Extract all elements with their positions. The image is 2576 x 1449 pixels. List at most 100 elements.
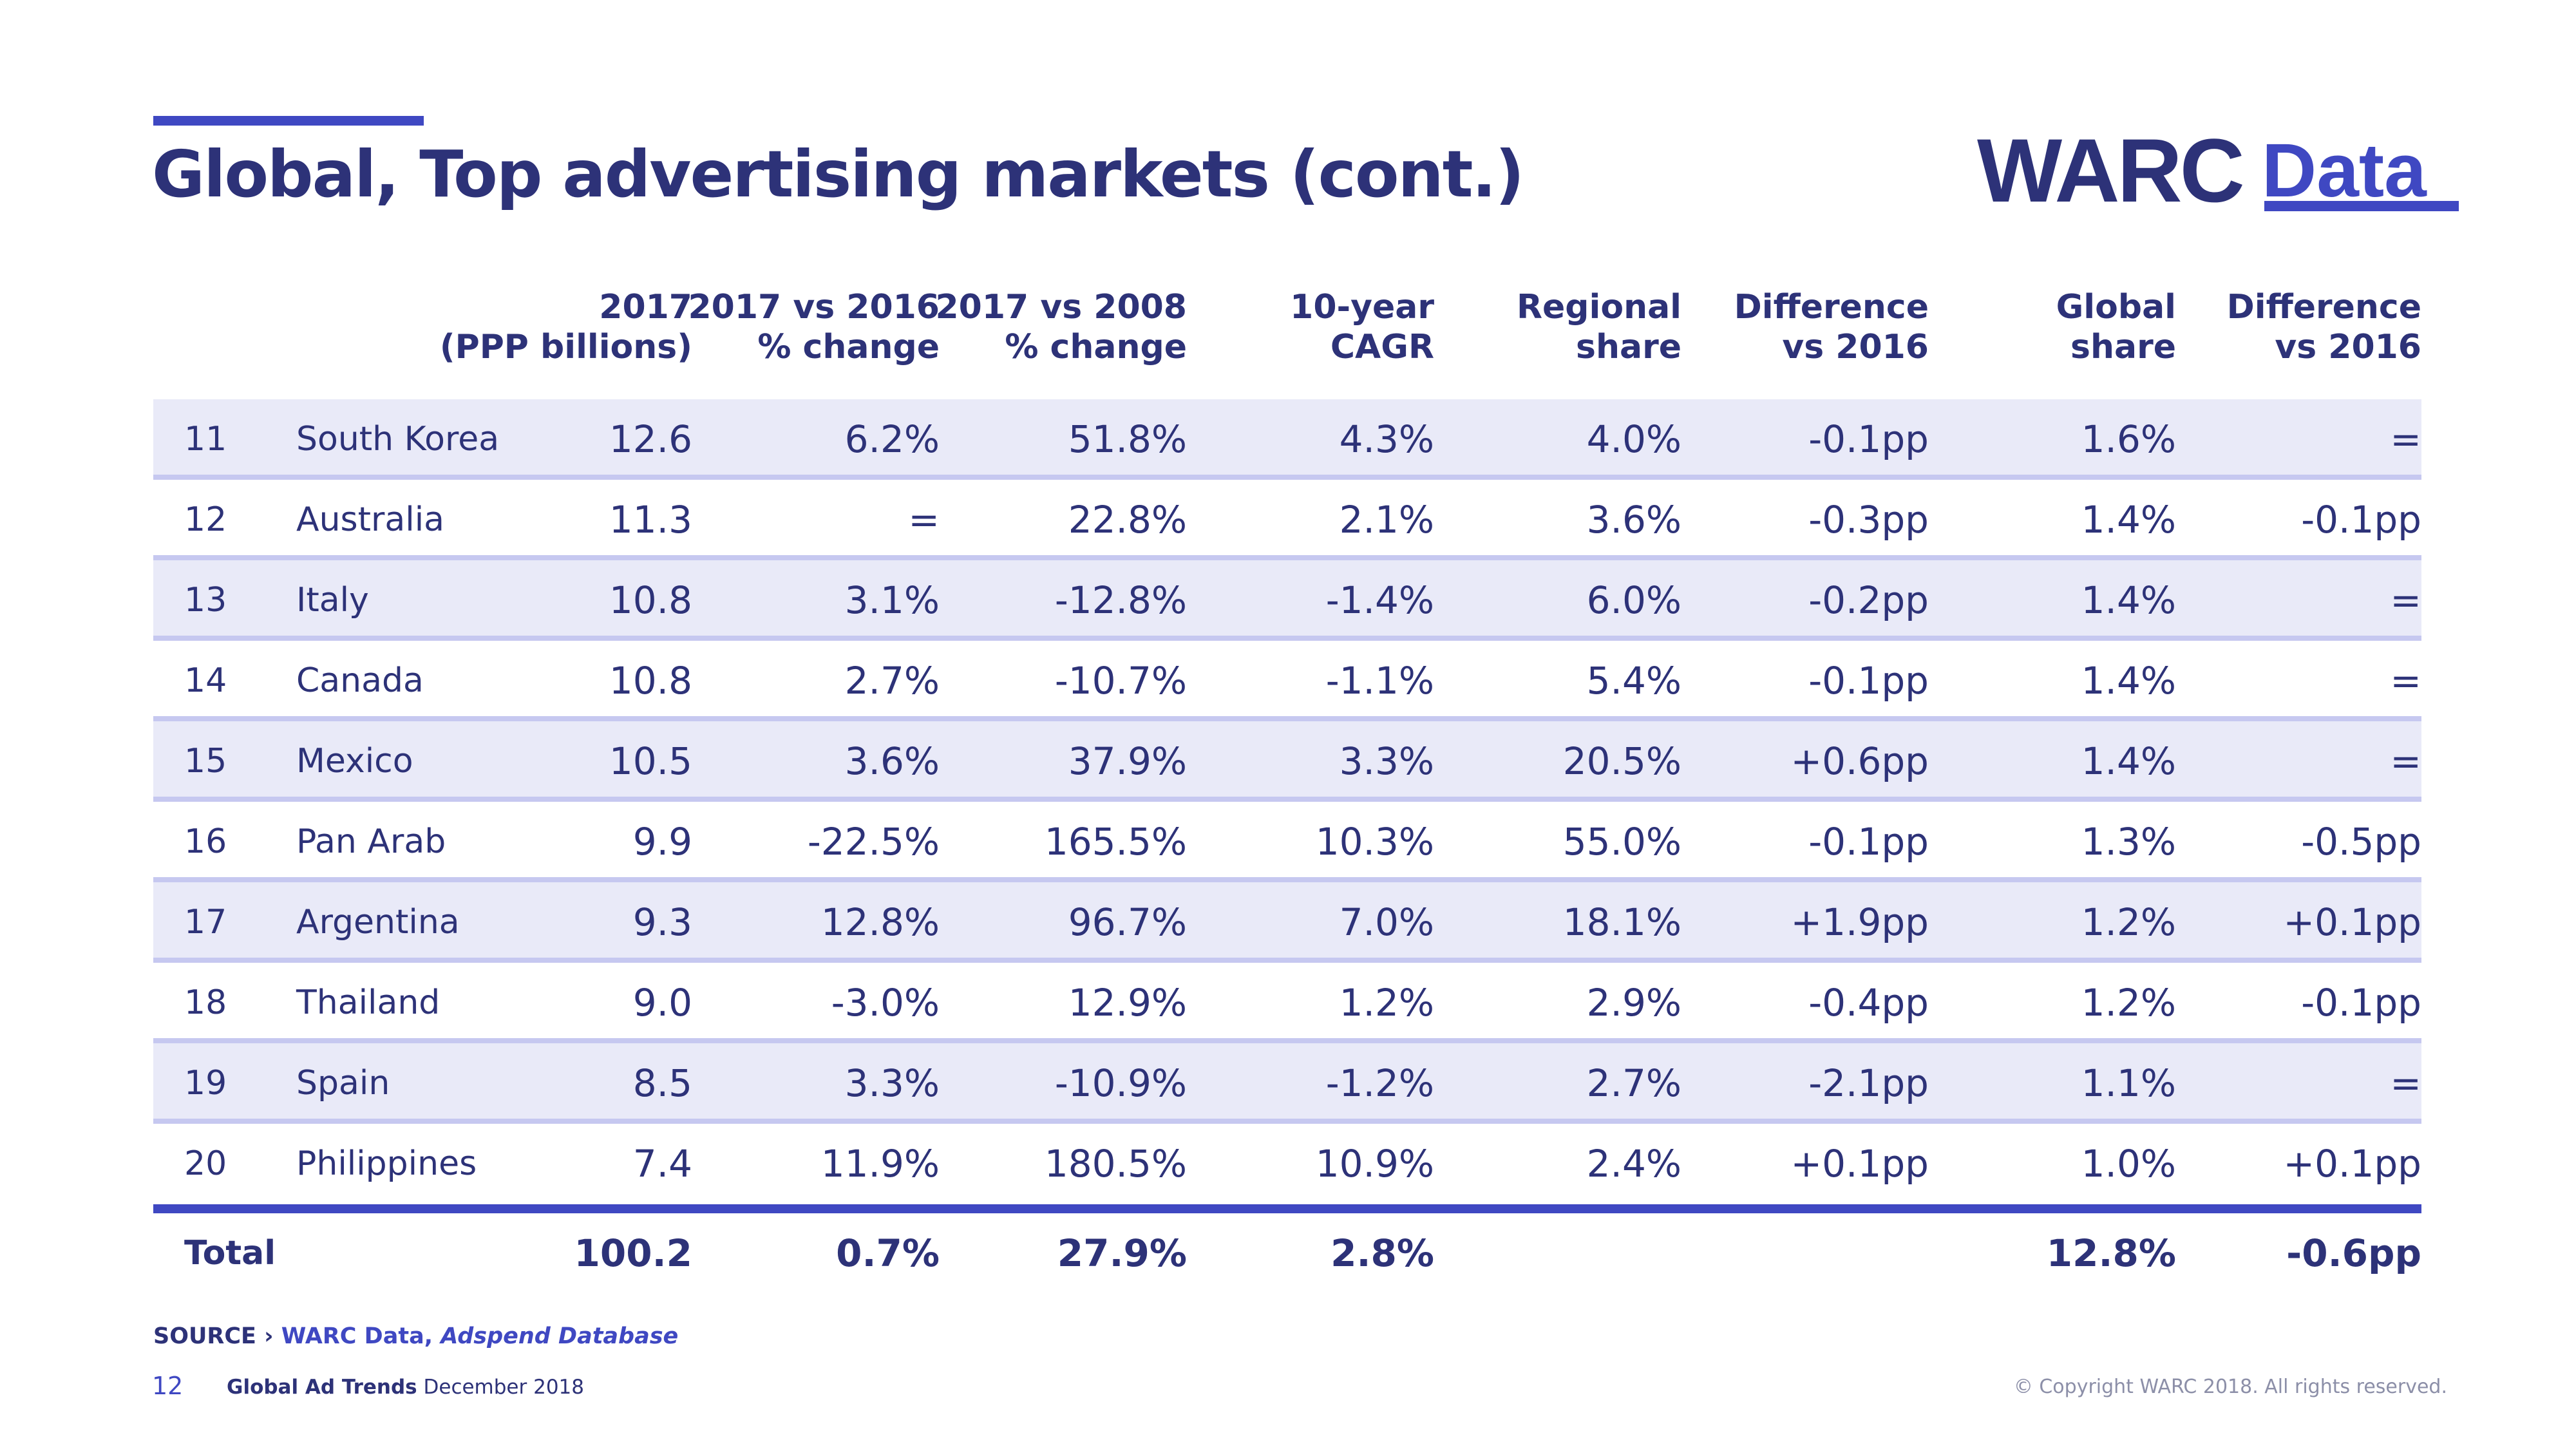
table-row: 13 Italy 10.8 3.1% -12.8% -1.4% 6.0% -0.2pp 1.4%… xyxy=(153,560,2421,641)
column-header-line1: 2017 vs 2008 xyxy=(935,288,1187,327)
value-cell: 1.4% xyxy=(2081,739,2176,783)
column-header-line2: share xyxy=(1576,328,1681,366)
value-cell: 10.8 xyxy=(609,659,692,703)
column-header: Difference vs 2016 xyxy=(2227,287,2421,367)
value-cell: 3.3% xyxy=(844,1061,940,1105)
value-cell: 1.1% xyxy=(2081,1061,2176,1105)
row-separator xyxy=(153,636,2421,641)
value-cell: 7.4 xyxy=(632,1142,692,1186)
value-cell: -22.5% xyxy=(807,820,940,864)
value-cell: -0.5pp xyxy=(2301,820,2421,864)
value-cell: -0.1pp xyxy=(1808,659,1929,703)
column-header-line2: vs 2016 xyxy=(2275,328,2421,366)
column-header-line2: % change xyxy=(757,328,940,366)
column-header-line2: share xyxy=(2070,328,2176,366)
value-cell: 165.5% xyxy=(1044,820,1187,864)
column-header-line1: Global xyxy=(2056,288,2176,327)
rank-cell: 20 xyxy=(184,1144,227,1183)
value-cell: -1.1% xyxy=(1325,659,1434,703)
row-separator xyxy=(153,555,2421,560)
value-cell: 10.8 xyxy=(609,578,692,622)
total-divider xyxy=(153,1204,2421,1213)
value-cell: 7.0% xyxy=(1339,900,1434,944)
value-cell: 9.0 xyxy=(632,981,692,1025)
value-cell: 11.3 xyxy=(609,498,692,542)
value-cell: -0.4pp xyxy=(1808,981,1929,1025)
value-cell: 1.2% xyxy=(2081,981,2176,1025)
country-cell: Australia xyxy=(296,500,445,539)
value-cell: 1.0% xyxy=(2081,1142,2176,1186)
country-cell: Philippines xyxy=(296,1144,477,1183)
value-cell: 55.0% xyxy=(1562,820,1681,864)
source-text: WARC Data, xyxy=(281,1323,433,1349)
country-cell: Pan Arab xyxy=(296,822,446,861)
value-cell: +0.6pp xyxy=(1790,739,1929,783)
value-cell: +0.1pp xyxy=(1790,1142,1929,1186)
value-cell: 2.9% xyxy=(1586,981,1681,1025)
value-cell: 96.7% xyxy=(1068,900,1187,944)
value-cell: 9.9 xyxy=(632,820,692,864)
value-cell: = xyxy=(2390,739,2421,783)
column-header: Difference vs 2016 xyxy=(1734,287,1929,367)
source-note: SOURCE › WARC Data, Adspend Database xyxy=(153,1323,678,1349)
value-cell: 5.4% xyxy=(1586,659,1681,703)
rank-cell: 18 xyxy=(184,983,227,1022)
value-cell: 1.4% xyxy=(2081,659,2176,703)
value-cell: -0.3pp xyxy=(1808,498,1929,542)
column-header: Regional share xyxy=(1517,287,1681,367)
copyright-notice: © Copyright WARC 2018. All rights reserv… xyxy=(2013,1376,2447,1398)
value-cell: 3.6% xyxy=(1586,498,1681,542)
value-cell: 9.3 xyxy=(632,900,692,944)
column-header: 10-year CAGR xyxy=(1290,287,1434,367)
row-separator xyxy=(153,1119,2421,1124)
table-row: 19 Spain 8.5 3.3% -10.9% -1.2% 2.7% -2.1pp 1.1% = xyxy=(153,1043,2421,1124)
total-value-cell: -0.6pp xyxy=(2286,1231,2421,1275)
column-header-line1: Regional xyxy=(1516,288,1681,327)
column-header: Global share xyxy=(2056,287,2176,367)
value-cell: -0.1pp xyxy=(1808,417,1929,461)
value-cell: 2.1% xyxy=(1339,498,1434,542)
logo-warc-text: WARC xyxy=(1977,120,2245,221)
value-cell: -1.4% xyxy=(1325,578,1434,622)
value-cell: -3.0% xyxy=(831,981,940,1025)
title-accent-bar xyxy=(153,116,424,126)
value-cell: -0.1pp xyxy=(1808,820,1929,864)
value-cell: 12.9% xyxy=(1068,981,1187,1025)
table-row: 15 Mexico 10.5 3.6% 37.9% 3.3% 20.5% +0.6pp 1.4%… xyxy=(153,721,2421,802)
value-cell: 10.5 xyxy=(609,739,692,783)
rank-cell: 12 xyxy=(184,500,227,539)
column-header-line1: 2017 vs 2016 xyxy=(688,288,940,327)
source-database: Adspend Database xyxy=(440,1323,679,1349)
column-header-line2: vs 2016 xyxy=(1782,328,1929,366)
value-cell: -10.9% xyxy=(1054,1061,1187,1105)
country-cell: South Korea xyxy=(296,420,500,459)
table-row: 16 Pan Arab 9.9 -22.5% 165.5% 10.3% 55.0% -0.1p… xyxy=(153,802,2421,882)
value-cell: 1.2% xyxy=(2081,900,2176,944)
row-separator xyxy=(153,716,2421,721)
publication-info: Global Ad Trends December 2018 xyxy=(227,1376,584,1399)
table-row: 12 Australia 11.3 = 22.8% 2.1% 3.6% -0.3pp 1.4% -… xyxy=(153,480,2421,560)
table-row: 20 Philippines 7.4 11.9% 180.5% 10.9% 2.4% +0.1… xyxy=(153,1124,2421,1204)
column-header: 2017 vs 2016% change xyxy=(688,287,940,367)
country-cell: Italy xyxy=(296,581,369,620)
total-value-cell: 100.2 xyxy=(574,1231,692,1275)
total-label: Total xyxy=(184,1234,276,1273)
value-cell: -1.2% xyxy=(1325,1061,1434,1105)
value-cell: 1.3% xyxy=(2081,820,2176,864)
publication-date: December 2018 xyxy=(423,1376,585,1399)
row-separator xyxy=(153,1038,2421,1043)
row-separator xyxy=(153,877,2421,882)
total-value-cell: 0.7% xyxy=(836,1231,940,1275)
column-header-line1: 10-year xyxy=(1290,288,1434,327)
row-separator xyxy=(153,475,2421,480)
value-cell: = xyxy=(2390,1061,2421,1105)
rank-cell: 14 xyxy=(184,661,227,700)
page-number: 12 xyxy=(152,1372,184,1400)
value-cell: 51.8% xyxy=(1068,417,1187,461)
value-cell: 2.7% xyxy=(1586,1061,1681,1105)
value-cell: 18.1% xyxy=(1562,900,1681,944)
warc-data-logo: WARC Data xyxy=(1977,120,2459,221)
rank-cell: 15 xyxy=(184,742,227,781)
total-value-cell: 12.8% xyxy=(2046,1231,2176,1275)
country-cell: Argentina xyxy=(296,903,460,942)
